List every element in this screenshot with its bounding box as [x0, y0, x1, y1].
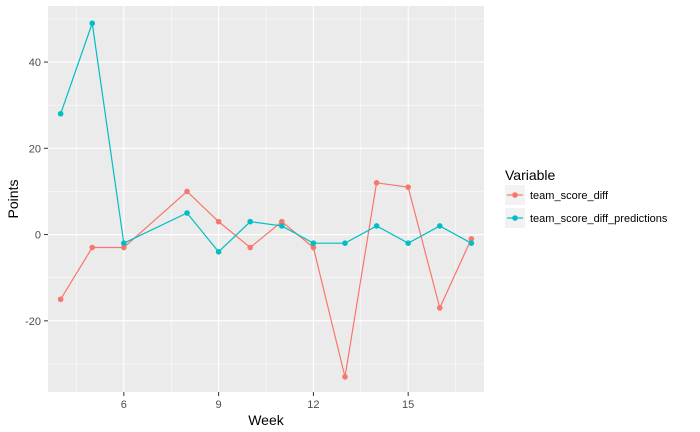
data-point-team_score_diff_predictions	[342, 240, 348, 247]
data-point-team_score_diff_predictions	[373, 223, 380, 229]
grid-minor	[48, 6, 484, 392]
data-point-team_score_diff_predictions	[89, 20, 96, 27]
legend-label: team_score_diff_predictions	[530, 213, 668, 225]
data-point-team_score_diff	[57, 296, 64, 303]
data-point-team_score_diff	[468, 236, 475, 242]
legend-label: team_score_diff	[530, 190, 609, 202]
data-point-team_score_diff	[436, 305, 443, 311]
data-point-team_score_diff	[310, 244, 317, 251]
data-point-team_score_diff_predictions	[436, 223, 443, 229]
data-point-team_score_diff_predictions	[184, 210, 190, 216]
y-tick-label: 0	[35, 230, 41, 242]
series-layer	[57, 20, 475, 380]
grid-major	[48, 6, 484, 392]
data-point-team_score_diff	[89, 244, 96, 251]
x-tick-label: 9	[216, 399, 222, 411]
data-point-team_score_diff	[247, 244, 254, 251]
y-tick-label: -20	[25, 316, 41, 328]
x-tick-label: 15	[402, 399, 414, 411]
data-point-team_score_diff	[121, 244, 127, 251]
data-point-team_score_diff	[215, 218, 222, 225]
data-point-team_score_diff_predictions	[57, 111, 64, 117]
data-point-team_score_diff_predictions	[405, 240, 411, 247]
legend-items: team_score_diff team_score_diff_predictio…	[505, 185, 668, 228]
y-tick-label: 20	[29, 143, 41, 155]
x-tick-label: 6	[121, 399, 127, 411]
data-point-team_score_diff	[405, 184, 411, 190]
y-tick-label: 40	[29, 57, 41, 69]
legend-key-point	[512, 215, 518, 221]
x-tick-label: 12	[307, 399, 319, 411]
data-point-team_score_diff_predictions	[121, 240, 127, 247]
data-point-team_score_diff_predictions	[215, 249, 222, 255]
data-point-team_score_diff	[373, 180, 380, 186]
x-axis-title: Week	[248, 412, 285, 428]
legend-title: Variable	[505, 167, 556, 183]
axis-layer: 6 9 12 15 -20 0 20 40	[25, 57, 414, 411]
data-point-team_score_diff_predictions	[278, 223, 285, 229]
data-point-team_score_diff	[278, 218, 285, 225]
data-point-team_score_diff_predictions	[468, 240, 475, 247]
data-point-team_score_diff_predictions	[247, 218, 254, 225]
y-axis-title: Points	[5, 180, 21, 219]
legend: Variable team_score_diff team_score_diff_…	[505, 167, 668, 228]
data-point-team_score_diff	[184, 188, 190, 195]
data-point-team_score_diff_predictions	[310, 240, 317, 247]
data-point-team_score_diff	[342, 374, 348, 380]
legend-key-point	[512, 192, 518, 198]
